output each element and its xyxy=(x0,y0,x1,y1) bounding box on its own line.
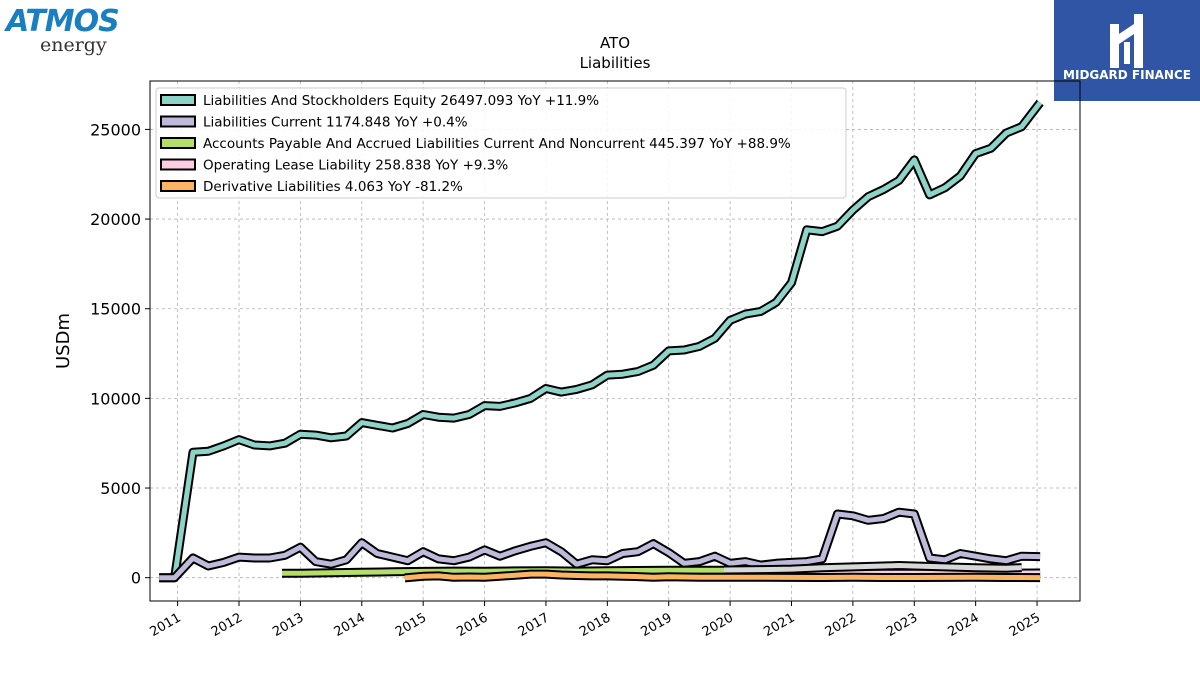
y-tick-label: 10000 xyxy=(90,389,141,408)
x-tick-label: 2017 xyxy=(516,610,552,640)
legend-entry-label: Liabilities And Stockholders Equity 2649… xyxy=(203,93,599,109)
publisher-logo: MIDGARD FINANCE xyxy=(1054,0,1200,101)
y-tick-label: 0 xyxy=(131,569,141,588)
x-tick-label: 2019 xyxy=(639,610,675,640)
publisher-name: MIDGARD FINANCE xyxy=(1063,68,1191,82)
x-tick-label: 2024 xyxy=(945,610,981,640)
y-tick-label: 15000 xyxy=(90,300,141,319)
publisher-mark-icon xyxy=(1110,14,1143,68)
x-tick-label: 2018 xyxy=(577,610,613,640)
y-tick-label: 5000 xyxy=(100,479,141,498)
series-line xyxy=(159,509,1041,581)
chart-title: ATO xyxy=(600,34,630,52)
legend-entry-label: Accounts Payable And Accrued Liabilities… xyxy=(203,136,791,152)
legend: Liabilities And Stockholders Equity 2649… xyxy=(155,87,847,199)
series-line xyxy=(404,571,1041,581)
legend-entry-label: Liabilities Current 1174.848 YoY +0.4% xyxy=(203,115,468,131)
x-tick-label: 2022 xyxy=(823,610,859,640)
x-tick-label: 2023 xyxy=(884,610,920,640)
x-tick-label: 2013 xyxy=(270,610,306,640)
x-tick-label: 2020 xyxy=(700,610,736,640)
y-tick-label: 25000 xyxy=(90,120,141,139)
x-tick-label: 2015 xyxy=(393,610,429,640)
x-tick-label: 2025 xyxy=(1007,610,1043,640)
x-tick-label: 2012 xyxy=(209,610,245,640)
series-lines xyxy=(159,99,1044,583)
series-line xyxy=(723,563,1022,573)
legend-swatch xyxy=(160,158,196,171)
y-axis-label: USDm xyxy=(53,313,74,369)
legend-entry-label: Derivative Liabilities 4.063 YoY -81.2% xyxy=(203,179,463,195)
company-logo-subtext: energy xyxy=(40,34,107,56)
legend-swatch xyxy=(160,94,196,106)
x-tick-label: 2011 xyxy=(147,610,183,640)
y-tick-label: 20000 xyxy=(90,210,141,229)
x-tick-label: 2021 xyxy=(761,610,797,640)
company-logo: ATMOS energy xyxy=(6,6,128,60)
series-line xyxy=(159,101,1043,581)
x-tick-label: 2014 xyxy=(332,610,368,640)
x-tick-label: 2016 xyxy=(454,610,490,640)
legend-box xyxy=(155,87,847,199)
company-logo-wordmark: ATMOS xyxy=(6,4,120,39)
series-line xyxy=(282,567,725,576)
chart-subtitle: Liabilities xyxy=(580,54,651,72)
legend-swatch xyxy=(160,180,196,192)
legend-swatch xyxy=(160,137,196,149)
legend-entry-label: Operating Lease Liability 258.838 YoY +9… xyxy=(203,158,508,174)
legend-swatch xyxy=(160,115,196,128)
plot-frame xyxy=(149,80,1081,602)
